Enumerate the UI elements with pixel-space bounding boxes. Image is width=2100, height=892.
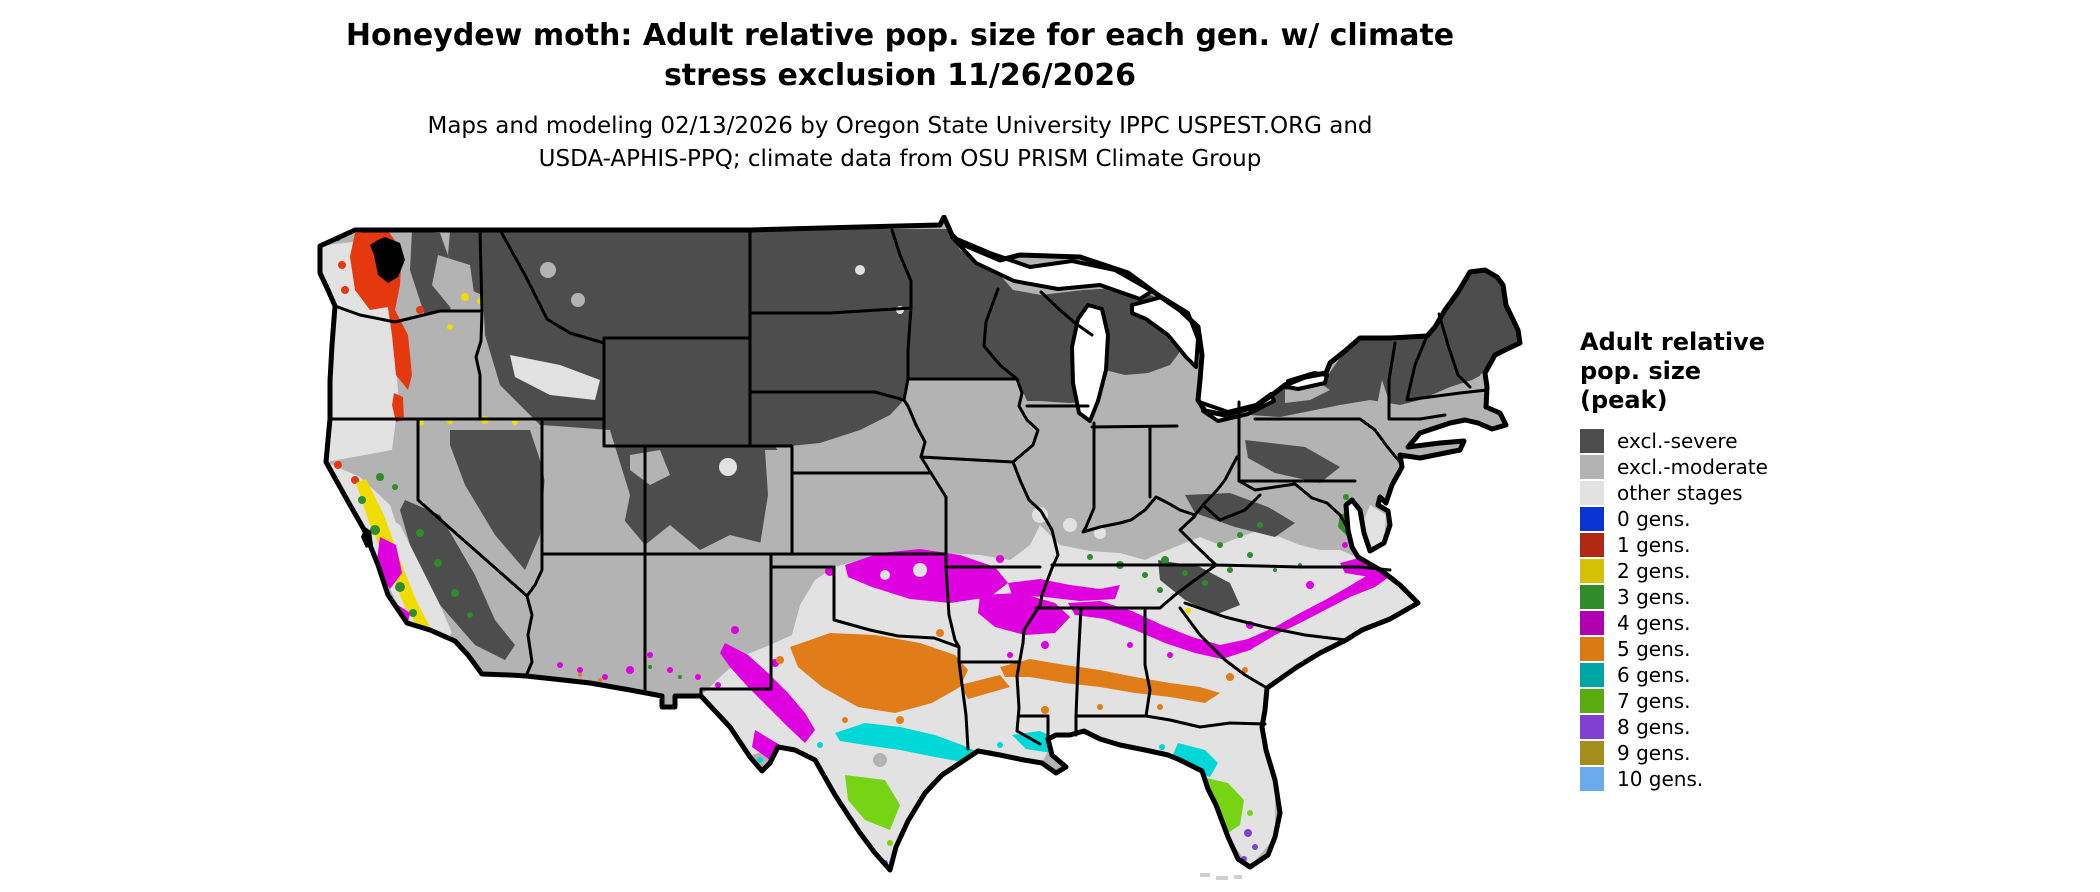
legend-swatch-7-gens (1580, 689, 1604, 713)
legend-swatch-2-gens (1580, 559, 1604, 583)
legend-label: 8 gens. (1617, 715, 1691, 739)
legend-label: 5 gens. (1617, 637, 1691, 661)
legend-item-6-gens: 6 gens. (1580, 662, 1910, 688)
legend-label: 0 gens. (1617, 507, 1691, 531)
legend-item-10-gens: 10 gens. (1580, 766, 1910, 792)
header: Honeydew moth: Adult relative pop. size … (0, 16, 1800, 176)
legend-swatch-6-gens (1580, 663, 1604, 687)
legend-label: excl.-moderate (1617, 455, 1768, 479)
legend-label: 7 gens. (1617, 689, 1691, 713)
legend-swatch-5-gens (1580, 637, 1604, 661)
state-borders (328, 228, 1489, 751)
legend-item-excl-moderate: excl.-moderate (1580, 454, 1910, 480)
legend-label: 10 gens. (1617, 767, 1704, 791)
legend-swatch-4-gens (1580, 611, 1604, 635)
legend-label: 6 gens. (1617, 663, 1691, 687)
legend-swatch-0-gens (1580, 507, 1604, 531)
legend-item-8-gens: 8 gens. (1580, 714, 1910, 740)
puget-sound (370, 237, 405, 283)
legend-label: 1 gens. (1617, 533, 1691, 557)
legend-swatch-3-gens (1580, 585, 1604, 609)
legend-item-3-gens: 3 gens. (1580, 584, 1910, 610)
legend-item-excl-severe: excl.-severe (1580, 428, 1910, 454)
legend-label: 9 gens. (1617, 741, 1691, 765)
map-title-line2: stress exclusion 11/26/2026 (663, 58, 1137, 93)
legend-label: 4 gens. (1617, 611, 1691, 635)
legend-label: excl.-severe (1617, 429, 1738, 453)
legend-items: excl.-severe excl.-moderate other stages… (1580, 428, 1910, 792)
lake-michigan (1070, 303, 1110, 423)
florida-keys (1200, 873, 1242, 880)
legend-label: 2 gens. (1617, 559, 1691, 583)
legend-swatch-9-gens (1580, 741, 1604, 765)
map-subtitle-line1: Maps and modeling 02/13/2026 by Oregon S… (427, 113, 1373, 139)
legend-swatch-1-gens (1580, 533, 1604, 557)
map-subtitle: Maps and modeling 02/13/2026 by Oregon S… (0, 110, 1800, 176)
lake-superior (950, 235, 1154, 301)
map-title-line1: Honeydew moth: Adult relative pop. size … (345, 18, 1455, 53)
map-subtitle-line2: USDA-APHIS-PPQ; climate data from OSU PR… (538, 146, 1262, 172)
us-outline (317, 214, 1523, 873)
legend-label: other stages (1617, 481, 1743, 505)
legend-swatch-excl-severe (1580, 429, 1604, 453)
legend-item-9-gens: 9 gens. (1580, 740, 1910, 766)
us-map-svg (317, 214, 1523, 880)
legend-item-5-gens: 5 gens. (1580, 636, 1910, 662)
map-layer-appalachian-dark (856, 440, 1340, 809)
legend-item-7-gens: 7 gens. (1580, 688, 1910, 714)
legend-item-1-gens: 1 gens. (1580, 532, 1910, 558)
legend-item-2-gens: 2 gens. (1580, 558, 1910, 584)
legend-item-other-stages: other stages (1580, 480, 1910, 506)
legend-swatch-8-gens (1580, 715, 1604, 739)
legend-label: 3 gens. (1617, 585, 1691, 609)
legend-item-0-gens: 0 gens. (1580, 506, 1910, 532)
legend-swatch-10-gens (1580, 767, 1604, 791)
us-generation-map (300, 214, 1540, 885)
map-layer-gen8-purple (882, 829, 1258, 869)
legend-item-4-gens: 4 gens. (1580, 610, 1910, 636)
legend-swatch-excl-moderate (1580, 455, 1604, 479)
legend-title: Adult relative pop. size (peak) (1580, 328, 1766, 414)
map-layer-excl-moderate-patches (344, 235, 1520, 550)
legend: Adult relative pop. size (peak) excl.-se… (1580, 328, 1910, 792)
legend-swatch-other-stages (1580, 481, 1604, 505)
